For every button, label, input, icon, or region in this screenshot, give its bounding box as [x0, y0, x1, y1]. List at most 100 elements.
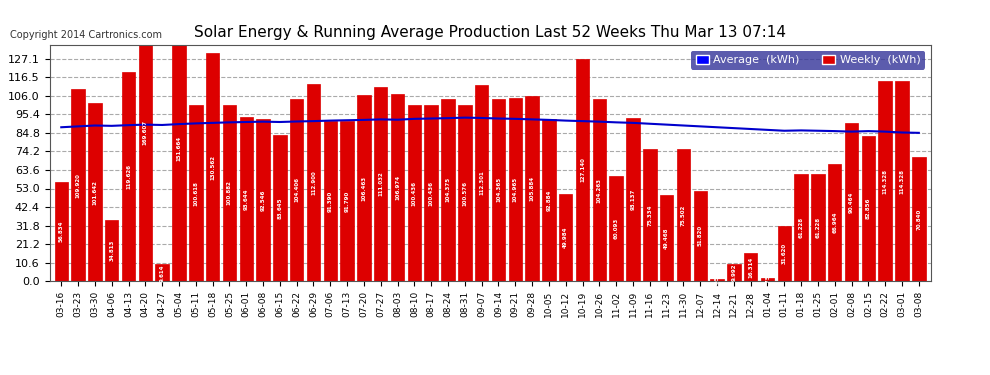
Bar [105, 220, 119, 281]
Bar [878, 81, 892, 281]
Bar [844, 123, 858, 281]
Bar [256, 119, 269, 281]
Text: 100.436: 100.436 [412, 181, 417, 206]
Bar [677, 149, 690, 281]
Bar [644, 149, 656, 281]
Text: 104.965: 104.965 [513, 177, 518, 202]
Text: 109.920: 109.920 [75, 172, 80, 198]
Text: 34.813: 34.813 [109, 240, 114, 261]
Title: Solar Energy & Running Average Production Last 52 Weeks Thu Mar 13 07:14: Solar Energy & Running Average Productio… [194, 25, 786, 40]
Text: 151.664: 151.664 [176, 136, 181, 161]
Bar [341, 121, 353, 281]
Text: 104.406: 104.406 [294, 177, 299, 203]
Text: 82.856: 82.856 [866, 198, 871, 219]
Text: 60.093: 60.093 [614, 218, 619, 239]
Text: 130.562: 130.562 [210, 154, 215, 180]
Text: 104.365: 104.365 [496, 177, 501, 203]
Bar [458, 105, 471, 281]
Text: 91.390: 91.390 [328, 190, 333, 212]
Text: 119.626: 119.626 [126, 164, 131, 189]
Legend: Average  (kWh), Weekly  (kWh): Average (kWh), Weekly (kWh) [691, 51, 925, 69]
Text: 51.820: 51.820 [698, 225, 703, 246]
Text: 127.140: 127.140 [580, 158, 585, 183]
Bar [777, 226, 791, 281]
Text: 90.464: 90.464 [849, 191, 854, 213]
Bar [374, 87, 387, 281]
Text: 92.884: 92.884 [546, 189, 551, 211]
Text: 61.228: 61.228 [799, 217, 804, 238]
Text: Copyright 2014 Cartronics.com: Copyright 2014 Cartronics.com [10, 30, 162, 40]
Bar [189, 105, 203, 281]
Bar [610, 176, 623, 281]
Text: 49.468: 49.468 [664, 227, 669, 249]
Bar [593, 99, 606, 281]
Text: 114.328: 114.328 [883, 169, 888, 194]
Bar [408, 105, 421, 281]
Text: 169.607: 169.607 [143, 120, 148, 146]
Bar [475, 85, 488, 281]
Text: 61.228: 61.228 [816, 217, 821, 238]
Text: 114.328: 114.328 [900, 169, 905, 194]
Bar [710, 279, 724, 281]
Text: 100.618: 100.618 [193, 181, 198, 206]
Bar [828, 164, 842, 281]
Bar [760, 278, 774, 281]
Bar [895, 81, 909, 281]
Bar [912, 157, 926, 281]
Bar [727, 264, 741, 281]
Text: 111.032: 111.032 [378, 172, 383, 196]
Text: 9.614: 9.614 [159, 264, 164, 282]
Bar [861, 136, 875, 281]
Bar [206, 53, 220, 281]
Bar [122, 72, 136, 281]
Text: 100.882: 100.882 [227, 180, 232, 206]
Bar [357, 95, 370, 281]
Bar [794, 174, 808, 281]
Text: 92.546: 92.546 [260, 190, 265, 211]
Text: 49.984: 49.984 [563, 227, 568, 248]
Bar [743, 253, 757, 281]
Bar [290, 99, 303, 281]
Text: 106.463: 106.463 [361, 176, 366, 201]
Text: 1.053: 1.053 [715, 272, 720, 289]
Text: 105.884: 105.884 [530, 176, 535, 201]
Bar [88, 104, 102, 281]
Text: 56.834: 56.834 [58, 221, 63, 242]
Bar [273, 135, 286, 281]
Bar [223, 105, 237, 281]
Text: 91.790: 91.790 [345, 190, 349, 211]
Bar [54, 182, 68, 281]
Bar [71, 89, 85, 281]
Bar [811, 174, 825, 281]
Bar [172, 16, 186, 281]
Text: 31.620: 31.620 [782, 243, 787, 264]
Text: 104.263: 104.263 [597, 177, 602, 203]
Bar [559, 194, 572, 281]
Text: 112.900: 112.900 [311, 170, 316, 195]
Text: 9.992: 9.992 [732, 264, 737, 281]
Text: 104.375: 104.375 [446, 177, 450, 203]
Text: 70.840: 70.840 [917, 209, 922, 230]
Bar [660, 195, 673, 281]
Text: 93.644: 93.644 [244, 189, 248, 210]
Bar [240, 117, 253, 281]
Bar [694, 190, 707, 281]
Text: 101.642: 101.642 [92, 180, 97, 205]
Text: 93.137: 93.137 [631, 189, 636, 210]
Bar [543, 119, 555, 281]
Text: 66.964: 66.964 [833, 212, 838, 233]
Bar [509, 98, 522, 281]
Text: 75.334: 75.334 [647, 205, 652, 226]
Bar [155, 264, 169, 281]
Bar [627, 118, 640, 281]
Bar [391, 94, 404, 281]
Text: 100.576: 100.576 [462, 181, 467, 206]
Bar [492, 99, 505, 281]
Bar [307, 84, 320, 281]
Text: 1.752: 1.752 [765, 271, 770, 288]
Text: 75.502: 75.502 [681, 204, 686, 226]
Bar [139, 0, 152, 281]
Text: 16.314: 16.314 [748, 256, 753, 278]
Bar [526, 96, 539, 281]
Bar [576, 59, 589, 281]
